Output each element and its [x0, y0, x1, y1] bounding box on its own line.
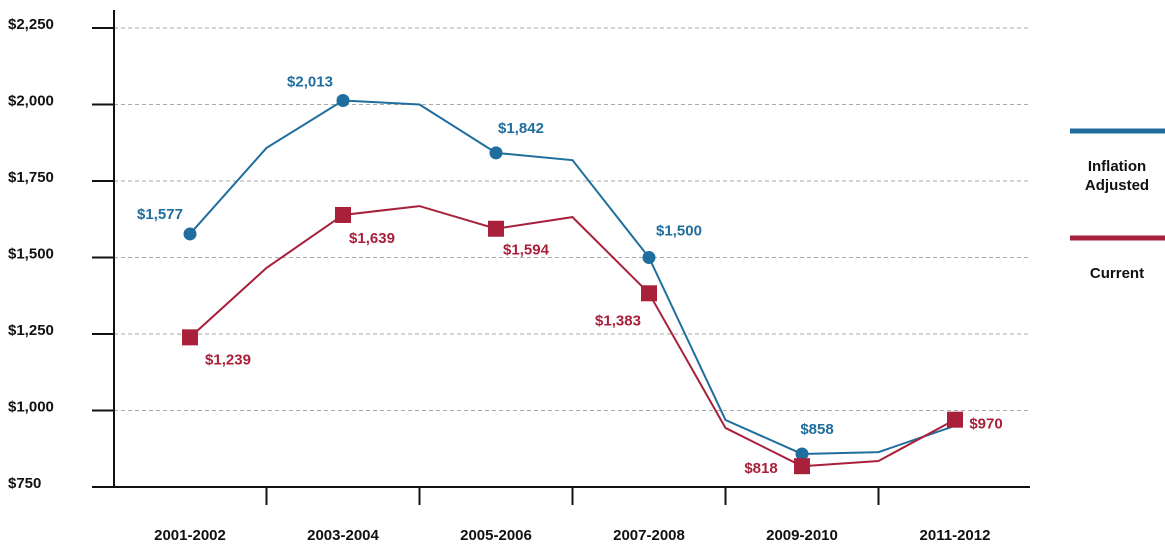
point-marker — [794, 458, 810, 475]
point-marker — [335, 206, 351, 223]
point-marker — [642, 251, 656, 264]
data-label: $970 — [969, 416, 1002, 433]
y-tick-label: $1,500 — [8, 245, 54, 262]
point-marker — [336, 94, 350, 108]
x-tick-label: 2009-2010 — [766, 527, 838, 544]
y-tick-label: $2,000 — [8, 92, 54, 109]
y-tick-label: $1,000 — [8, 398, 54, 415]
y-tick-label: $1,750 — [8, 169, 54, 186]
series-line — [189, 205, 956, 468]
x-tick-label: 2011-2012 — [920, 527, 991, 544]
data-label: $1,239 — [205, 351, 251, 368]
x-tick-label: 2001-2002 — [154, 527, 226, 544]
data-label: $1,500 — [656, 222, 702, 239]
data-label: $858 — [800, 421, 833, 438]
data-label: $1,594 — [503, 242, 550, 259]
point-marker — [488, 220, 504, 237]
x-tick-label: 2003-2004 — [307, 527, 379, 544]
y-tick-label: $1,250 — [8, 322, 54, 339]
point-marker — [947, 411, 963, 428]
data-label: $818 — [744, 460, 777, 477]
point-marker — [641, 285, 657, 302]
data-label: $1,842 — [498, 120, 544, 137]
point-marker — [795, 447, 809, 461]
legend-label: Current — [1089, 265, 1145, 282]
series-line — [189, 99, 956, 455]
y-tick-label: $2,250 — [8, 16, 54, 33]
data-label: $2,013 — [287, 73, 333, 90]
data-label: $1,383 — [595, 312, 641, 329]
x-tick-label: 2005-2006 — [460, 527, 532, 544]
point-marker — [182, 329, 198, 346]
x-tick-label: 2007-2008 — [613, 527, 685, 544]
data-label: $1,577 — [137, 206, 183, 223]
point-marker — [183, 227, 197, 241]
data-label: $1,639 — [349, 230, 395, 247]
y-tick-label: $750 — [8, 475, 41, 492]
legend-label: Inflation Adjusted — [1084, 158, 1150, 194]
point-marker — [489, 146, 503, 160]
